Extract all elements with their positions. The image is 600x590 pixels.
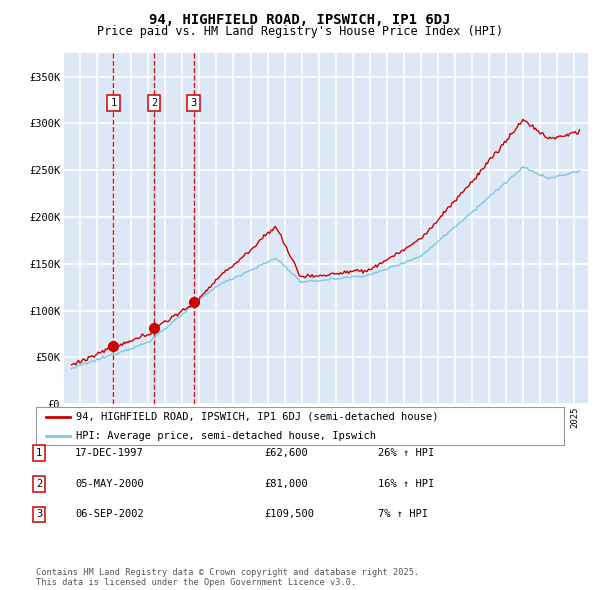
Text: £109,500: £109,500 — [264, 510, 314, 519]
Text: £81,000: £81,000 — [264, 479, 308, 489]
Text: 05-MAY-2000: 05-MAY-2000 — [75, 479, 144, 489]
Text: 94, HIGHFIELD ROAD, IPSWICH, IP1 6DJ: 94, HIGHFIELD ROAD, IPSWICH, IP1 6DJ — [149, 13, 451, 27]
Text: 26% ↑ HPI: 26% ↑ HPI — [378, 448, 434, 458]
Text: Price paid vs. HM Land Registry's House Price Index (HPI): Price paid vs. HM Land Registry's House … — [97, 25, 503, 38]
Text: 2: 2 — [151, 98, 157, 108]
Text: Contains HM Land Registry data © Crown copyright and database right 2025.
This d: Contains HM Land Registry data © Crown c… — [36, 568, 419, 587]
Text: 1: 1 — [110, 98, 116, 108]
Text: 06-SEP-2002: 06-SEP-2002 — [75, 510, 144, 519]
Text: 2: 2 — [36, 479, 42, 489]
Text: 7% ↑ HPI: 7% ↑ HPI — [378, 510, 428, 519]
Text: £62,600: £62,600 — [264, 448, 308, 458]
Text: 3: 3 — [36, 510, 42, 519]
Text: 17-DEC-1997: 17-DEC-1997 — [75, 448, 144, 458]
Text: 3: 3 — [191, 98, 197, 108]
Text: 1: 1 — [36, 448, 42, 458]
Text: 16% ↑ HPI: 16% ↑ HPI — [378, 479, 434, 489]
Text: 94, HIGHFIELD ROAD, IPSWICH, IP1 6DJ (semi-detached house): 94, HIGHFIELD ROAD, IPSWICH, IP1 6DJ (se… — [76, 412, 438, 422]
Text: HPI: Average price, semi-detached house, Ipswich: HPI: Average price, semi-detached house,… — [76, 431, 376, 441]
